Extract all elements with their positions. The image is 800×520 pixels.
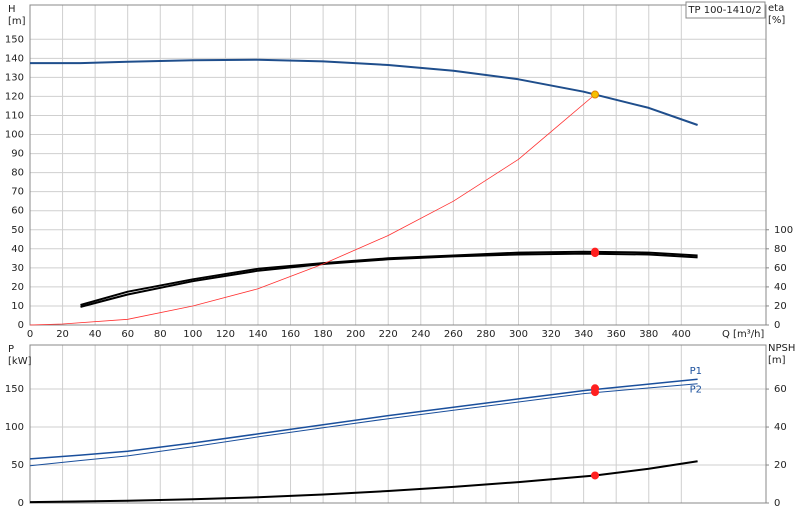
duty-point xyxy=(591,388,600,397)
curve xyxy=(29,460,698,504)
x-tick-label: 40 xyxy=(89,329,102,340)
plot-area xyxy=(29,344,767,504)
x-tick-label: 20 xyxy=(56,329,69,340)
curve xyxy=(29,94,596,326)
y2-tick-label: 100 xyxy=(774,225,793,236)
x-tick-label: 340 xyxy=(574,329,593,340)
x-tick-label: 240 xyxy=(411,329,430,340)
x-tick-label: 0 xyxy=(27,329,33,340)
x-tick-label: 100 xyxy=(183,329,202,340)
curve-label: P2 xyxy=(690,385,702,396)
plot-border xyxy=(29,344,767,504)
y-tick-label: 50 xyxy=(11,460,24,471)
y-tick-label: 0 xyxy=(18,498,24,509)
x-tick-label: 140 xyxy=(248,329,267,340)
x-tick-label: 400 xyxy=(672,329,691,340)
y2-axis-label: NPSH xyxy=(768,343,795,354)
y-tick-label: 100 xyxy=(5,130,24,141)
curve xyxy=(80,250,698,306)
duty-point xyxy=(591,471,600,480)
x-tick-label: 200 xyxy=(346,329,365,340)
x-tick-label: 60 xyxy=(121,329,134,340)
y2-tick-label: 20 xyxy=(774,460,787,471)
y-axis-label: P xyxy=(8,344,14,355)
x-tick-label: 300 xyxy=(509,329,528,340)
y-tick-label: 80 xyxy=(11,168,24,179)
y-tick-label: 150 xyxy=(5,34,24,45)
duty-point xyxy=(591,90,600,99)
x-tick-label: 160 xyxy=(281,329,300,340)
y-tick-label: 140 xyxy=(5,53,24,64)
y-tick-label: 10 xyxy=(11,301,24,312)
curve xyxy=(29,378,698,460)
y-tick-label: 120 xyxy=(5,91,24,102)
x-tick-label: 260 xyxy=(444,329,463,340)
plot-area xyxy=(29,4,767,326)
y-axis-label: [m] xyxy=(8,16,26,27)
y-tick-label: 20 xyxy=(11,282,24,293)
y-axis-label: H xyxy=(8,4,16,15)
y-tick-label: 60 xyxy=(11,206,24,217)
chart-title: TP 100-1410/2 xyxy=(687,5,761,16)
y-tick-label: 150 xyxy=(5,384,24,395)
y-tick-label: 90 xyxy=(11,149,24,160)
y2-tick-label: 20 xyxy=(774,301,787,312)
y-tick-label: 40 xyxy=(11,244,24,255)
title-box xyxy=(685,1,766,19)
x-tick-label: 360 xyxy=(607,329,626,340)
x-tick-label: 380 xyxy=(639,329,658,340)
y-tick-label: 70 xyxy=(11,187,24,198)
x-tick-label: 120 xyxy=(216,329,235,340)
y2-tick-label: 40 xyxy=(774,422,787,433)
x-tick-label: 80 xyxy=(154,329,167,340)
y2-tick-label: 40 xyxy=(774,282,787,293)
plot-border xyxy=(29,4,767,326)
y2-tick-label: 0 xyxy=(774,320,780,331)
y-tick-label: 50 xyxy=(11,225,24,236)
x-tick-label: 320 xyxy=(542,329,561,340)
y2-axis-label: [%] xyxy=(768,15,785,26)
y-tick-label: 110 xyxy=(5,110,24,121)
x-tick-label: 280 xyxy=(476,329,495,340)
curve-label: P1 xyxy=(690,366,702,377)
y2-tick-label: 60 xyxy=(774,384,787,395)
x-tick-label: 220 xyxy=(379,329,398,340)
curve xyxy=(29,383,698,467)
y-axis-label: [kW] xyxy=(8,356,32,367)
x-tick-label: 180 xyxy=(314,329,333,340)
y-tick-label: 100 xyxy=(5,422,24,433)
y2-tick-label: 0 xyxy=(774,498,780,509)
y2-axis-label: [m] xyxy=(768,355,786,366)
duty-point xyxy=(591,247,600,256)
y-tick-label: 130 xyxy=(5,72,24,83)
y-tick-label: 30 xyxy=(11,263,24,274)
x-axis-label: Q [m³/h] xyxy=(722,329,764,340)
y-tick-label: 0 xyxy=(18,320,24,331)
y2-tick-label: 60 xyxy=(774,263,787,274)
y2-tick-label: 80 xyxy=(774,244,787,255)
y2-axis-label: eta xyxy=(768,3,784,14)
